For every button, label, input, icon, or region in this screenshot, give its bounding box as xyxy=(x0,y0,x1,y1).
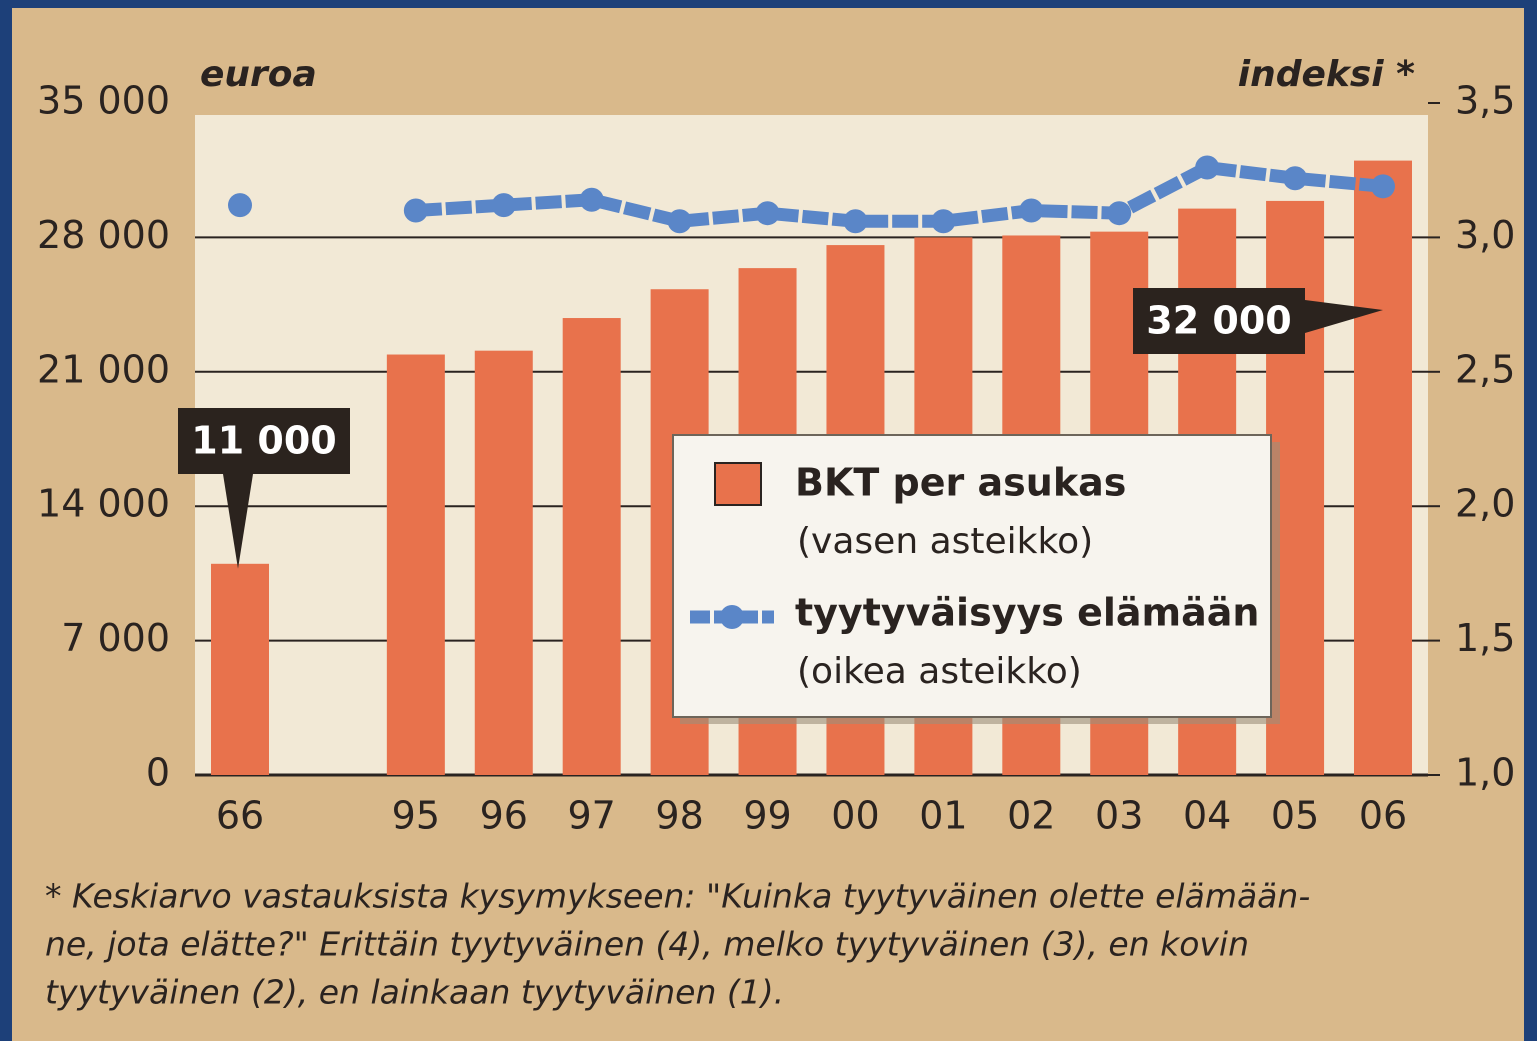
y2-tick-label: 3,5 xyxy=(1455,79,1515,123)
line-marker xyxy=(403,198,428,223)
line-marker xyxy=(931,209,956,234)
bar xyxy=(386,354,445,775)
line-marker xyxy=(1107,201,1132,226)
data-label: 11 000 xyxy=(191,419,336,463)
legend-note: (vasen asteikko) xyxy=(797,521,1093,562)
line-marker xyxy=(1019,198,1044,223)
line-marker xyxy=(667,209,692,234)
line-marker xyxy=(843,209,868,234)
line-marker xyxy=(579,187,604,212)
bar xyxy=(562,318,621,775)
line-marker xyxy=(1283,166,1308,191)
callout-pointer xyxy=(1305,300,1383,333)
x-tick-label: 00 xyxy=(831,794,879,838)
legend-swatch-marker xyxy=(720,605,744,629)
legend-label: BKT per asukas xyxy=(795,461,1126,505)
bar xyxy=(474,350,533,775)
x-tick-label: 97 xyxy=(568,794,616,838)
y-axis-label: euroa xyxy=(200,54,317,95)
legend xyxy=(672,434,1272,718)
x-tick-label: 66 xyxy=(216,794,264,838)
x-tick-label: 98 xyxy=(655,794,703,838)
y-tick-label: 21 000 xyxy=(37,347,170,391)
bar xyxy=(1354,160,1412,776)
x-tick-label: 03 xyxy=(1095,794,1143,838)
line-marker xyxy=(228,193,252,218)
x-tick-label: 06 xyxy=(1359,794,1407,838)
footnote: ne, jota elätte?" Erittäin tyytyväinen (… xyxy=(45,925,1249,964)
legend-swatch xyxy=(714,462,762,506)
y-tick-label: 7 000 xyxy=(61,616,170,660)
line-marker xyxy=(1195,155,1220,180)
y2-axis-label: indeksi * xyxy=(1238,54,1415,95)
y2-tick-label: 3,0 xyxy=(1455,213,1515,257)
x-tick-label: 99 xyxy=(743,794,791,838)
line-marker xyxy=(755,201,780,226)
x-tick-label: 04 xyxy=(1183,794,1231,838)
y2-tick-label: 2,0 xyxy=(1455,482,1515,526)
data-label: 32 000 xyxy=(1146,299,1291,343)
line-marker xyxy=(491,193,516,218)
x-tick-label: 02 xyxy=(1007,794,1055,838)
y2-tick-label: 1,0 xyxy=(1455,751,1515,795)
footnote: tyytyväinen (2), en lainkaan tyytyväinen… xyxy=(45,973,784,1012)
x-tick-label: 01 xyxy=(919,794,967,838)
y2-tick-label: 2,5 xyxy=(1455,347,1515,391)
y2-tick-label: 1,5 xyxy=(1455,616,1515,660)
legend-note: (oikea asteikko) xyxy=(797,651,1082,692)
y-tick-label: 35 000 xyxy=(37,79,170,123)
x-tick-label: 96 xyxy=(480,794,528,838)
line-marker xyxy=(1371,174,1395,199)
y-tick-label: 28 000 xyxy=(37,213,170,257)
x-tick-label: 95 xyxy=(392,794,440,838)
x-tick-label: 05 xyxy=(1271,794,1319,838)
callout-box xyxy=(1133,288,1305,354)
line xyxy=(415,160,1384,228)
footnote: * Keskiarvo vastauksista kysymykseen: "K… xyxy=(45,877,1310,916)
callout-pointer xyxy=(223,474,253,569)
legend-label: tyytyväisyys elämään xyxy=(795,591,1259,635)
y-tick-label: 0 xyxy=(146,751,170,795)
callout-box xyxy=(178,408,350,474)
y-tick-label: 14 000 xyxy=(37,482,170,526)
bar xyxy=(211,563,269,775)
